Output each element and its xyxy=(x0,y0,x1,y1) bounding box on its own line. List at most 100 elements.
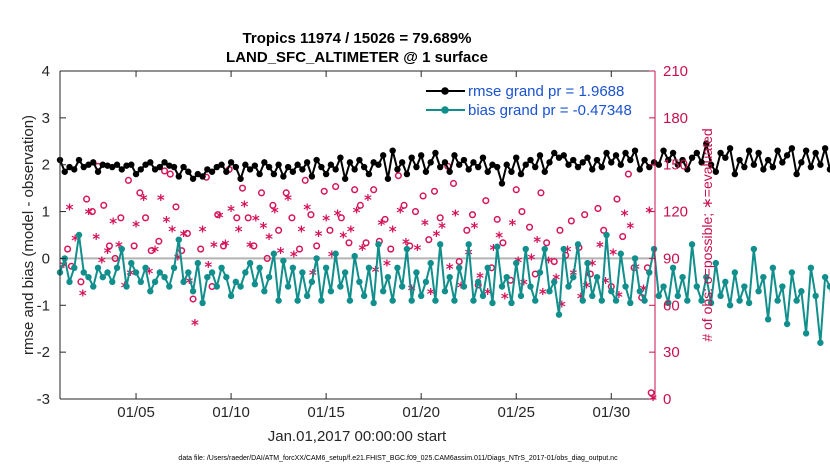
obs-possible-point xyxy=(493,215,501,223)
rmse-data-point xyxy=(61,168,68,175)
rmse-data-point xyxy=(427,159,434,166)
rmse-data-point xyxy=(665,156,672,164)
bias-data-point xyxy=(498,283,506,290)
obs-evaluated-point: * xyxy=(174,250,182,268)
obs-evaluated-point: * xyxy=(339,229,347,247)
bias-data-point xyxy=(665,299,672,307)
rmse-data-point xyxy=(608,159,615,166)
rmse-data-point xyxy=(707,161,715,168)
bias-data-point xyxy=(75,231,83,239)
rmse-data-point xyxy=(508,168,515,175)
obs-possible-point xyxy=(613,195,621,203)
rmse-data-point xyxy=(261,159,268,166)
bias-data-point xyxy=(123,283,130,290)
obs-evaluated-point: * xyxy=(446,260,454,278)
bias-data-point xyxy=(242,269,249,276)
obs-possible-point xyxy=(425,236,433,244)
rmse-data-point xyxy=(94,168,102,175)
obs-evaluated-point: * xyxy=(495,229,503,247)
rmse-data-point xyxy=(451,152,458,159)
rmse-data-point xyxy=(251,162,259,169)
obs-evaluated-point: * xyxy=(649,391,657,409)
rmse-data-point xyxy=(99,161,106,168)
bias-data-point xyxy=(208,269,216,276)
bias-data-point xyxy=(408,297,415,304)
rmse-data-point xyxy=(370,159,377,166)
obs-evaluated-point: * xyxy=(413,241,421,259)
rmse-data-point xyxy=(185,168,192,175)
bias-data-point xyxy=(227,292,235,300)
x-tick-label: 01/25 xyxy=(497,404,535,421)
obs-evaluated-point: * xyxy=(615,288,623,306)
rmse-data-point xyxy=(289,168,297,175)
obs-evaluated-point: * xyxy=(432,227,440,245)
rmse-data-point xyxy=(147,159,154,166)
obs-evaluated-point: * xyxy=(640,282,648,300)
bias-data-point xyxy=(551,278,558,286)
rmse-data-point xyxy=(783,152,791,159)
obs-evaluated-point: * xyxy=(626,219,634,237)
rmse-data-point xyxy=(541,168,548,175)
bias-data-point xyxy=(318,297,325,304)
obs-evaluated-point: * xyxy=(240,197,248,215)
obs-evaluated-point: * xyxy=(140,191,148,209)
y2-tick-label: 180 xyxy=(663,110,688,127)
rmse-data-point xyxy=(522,161,529,168)
obs-possible-point xyxy=(463,226,471,234)
rmse-data-point xyxy=(256,170,263,178)
bias-data-point xyxy=(579,297,586,304)
obs-evaluated-point: * xyxy=(284,191,292,209)
rmse-data-point xyxy=(75,156,83,164)
bias-data-point xyxy=(128,259,135,267)
rmse-data-point xyxy=(436,163,444,171)
bias-data-point xyxy=(223,273,230,281)
obs-evaluated-point: * xyxy=(60,258,68,276)
rmse-data-point xyxy=(532,163,539,171)
rmse-data-point xyxy=(204,166,211,173)
rmse-data-point xyxy=(413,163,420,171)
bias-data-point xyxy=(589,292,596,300)
bias-data-point xyxy=(541,245,548,253)
y2-tick-label: 90 xyxy=(663,250,680,267)
obs-possible-point xyxy=(214,211,222,219)
rmse-data-point xyxy=(470,159,477,166)
x-axis-label: Jan.01,2017 00:00:00 start xyxy=(268,428,447,445)
bias-data-point xyxy=(394,264,401,271)
bias-data-point xyxy=(384,273,392,281)
bias-data-point xyxy=(479,292,487,300)
bias-data-point xyxy=(788,269,796,276)
rmse-data-point xyxy=(66,163,73,171)
rmse-data-point xyxy=(703,140,710,147)
rmse-data-point xyxy=(726,145,734,152)
obs-possible-point xyxy=(124,176,132,184)
bias-data-point xyxy=(389,297,396,304)
bias-data-point xyxy=(612,297,620,304)
obs-possible-point xyxy=(387,245,395,253)
bias-data-point xyxy=(717,292,724,300)
obs-evaluated-point: * xyxy=(396,204,404,222)
bias-data-point xyxy=(137,278,144,286)
obs-possible-point xyxy=(370,186,378,194)
rmse-data-point xyxy=(622,149,629,157)
obs-evaluated-point: * xyxy=(347,222,355,240)
rmse-data-point xyxy=(113,161,121,168)
obs-evaluated-point: * xyxy=(92,230,100,248)
footer-data-file: data file: /Users/raeder/DAI/ATM_forcXX/… xyxy=(178,455,618,462)
obs-possible-point xyxy=(172,203,180,211)
rmse-data-point xyxy=(322,170,330,178)
obs-evaluated-point: * xyxy=(109,215,117,233)
bias-data-point xyxy=(475,278,482,286)
obs-possible-point xyxy=(356,201,364,209)
rmse-data-point xyxy=(118,166,125,173)
rmse-data-point xyxy=(722,154,729,161)
bias-data-point xyxy=(403,245,411,253)
y2-tick-label: 30 xyxy=(663,344,680,361)
bias-data-point xyxy=(90,283,97,290)
rmse-data-point xyxy=(546,159,553,166)
y-tick-label: -1 xyxy=(37,297,50,314)
obs-possible-point xyxy=(275,226,283,234)
bias-data-point xyxy=(807,264,815,271)
rmse-data-point xyxy=(760,166,767,173)
bias-data-point xyxy=(669,264,677,271)
